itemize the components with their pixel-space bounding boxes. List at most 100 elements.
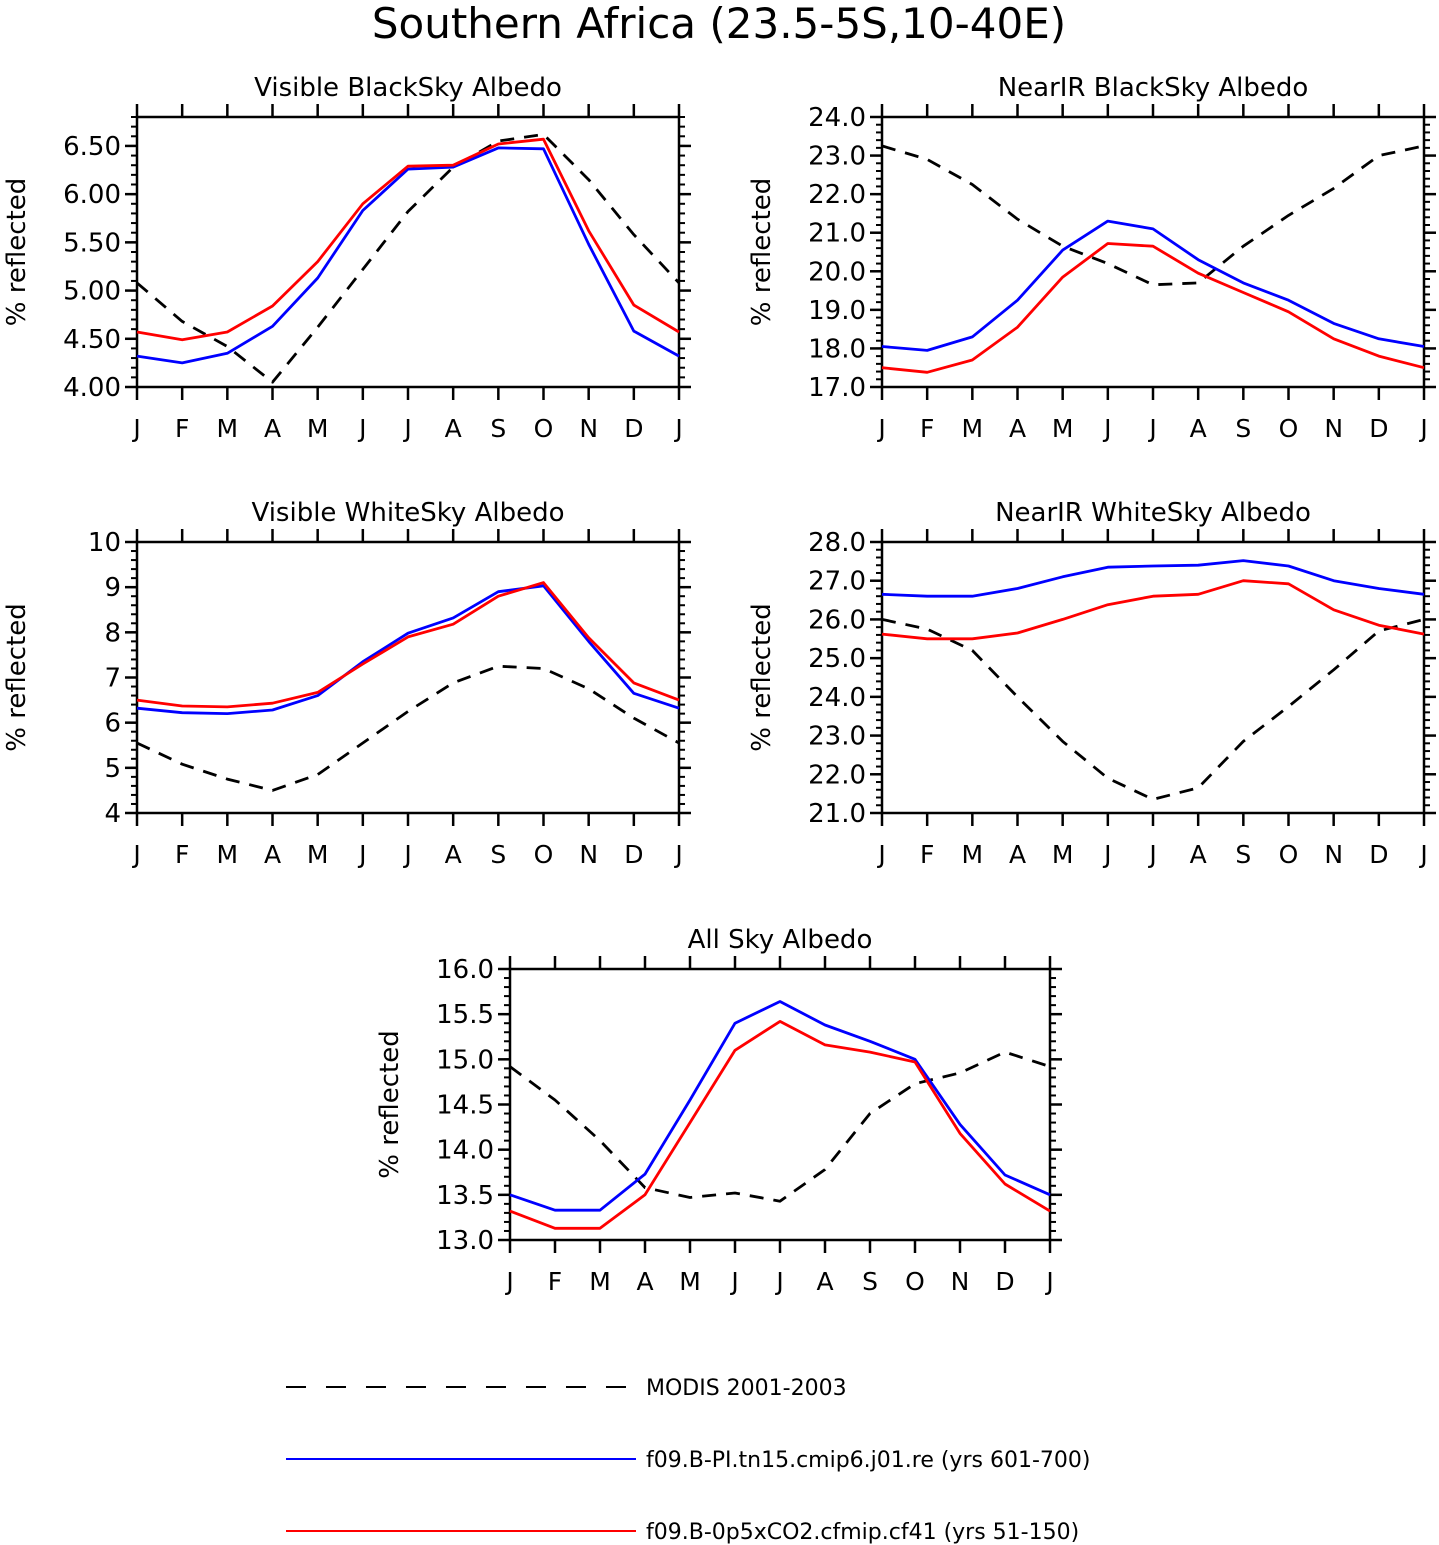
series-line-2 (136, 584, 680, 715)
chart-title: Visible BlackSky Albedo (254, 73, 562, 103)
y-tick-label: 5 (104, 754, 121, 784)
y-tick-label: 21.0 (808, 799, 866, 829)
y-tick-label: 10 (88, 528, 121, 558)
x-tick-label: A (1190, 414, 1207, 443)
y-axis-label: % reflected (747, 178, 777, 326)
x-tick-label: M (1052, 414, 1074, 443)
y-tick-label: 25.0 (808, 644, 866, 674)
y-tick-label: 4.50 (63, 325, 121, 355)
x-tick-label: J (673, 840, 682, 869)
x-tick-label: N (1324, 414, 1343, 443)
x-tick-label: D (624, 414, 643, 443)
x-tick-label: A (445, 840, 462, 869)
y-axis-label: % reflected (2, 603, 32, 751)
y-tick-label: 22.0 (808, 180, 866, 210)
plot-frame (135, 540, 681, 815)
x-tick-label: J (357, 414, 366, 443)
x-tick-label: J (1044, 1267, 1053, 1296)
x-tick-label: S (862, 1267, 878, 1296)
x-tick-label: O (1279, 414, 1299, 443)
x-tick-label: J (402, 840, 411, 869)
x-tick-label: J (131, 840, 140, 869)
legend-label-2: f09.B-PI.tn15.cmip6.j01.re (yrs 601-700) (646, 1448, 1090, 1473)
y-axis-label: % reflected (375, 1030, 405, 1178)
y-tick-label: 18.0 (808, 334, 866, 364)
series-line-2 (136, 146, 680, 365)
chart-title: NearIR WhiteSky Albedo (995, 498, 1311, 528)
x-tick-label: N (1324, 840, 1343, 869)
y-tick-label: 19.0 (808, 296, 866, 326)
plot-frame (135, 115, 681, 389)
series-line-1 (881, 618, 1425, 801)
y-tick-label: 6 (104, 709, 121, 739)
x-tick-label: J (1147, 840, 1156, 869)
series-line-3 (136, 137, 680, 342)
x-tick-label: F (920, 840, 934, 869)
x-tick-label: J (1102, 840, 1111, 869)
plot-frame (880, 115, 1426, 389)
series-line-1 (881, 144, 1425, 287)
x-tick-label: J (774, 1267, 783, 1296)
series-line-2 (509, 1000, 1051, 1212)
y-tick-label: 8 (104, 618, 121, 648)
series-line-3 (881, 579, 1425, 641)
x-tick-label: S (490, 414, 506, 443)
y-tick-label: 15.0 (436, 1045, 494, 1075)
x-tick-label: S (490, 840, 506, 869)
y-tick-label: 21.0 (808, 219, 866, 249)
x-tick-label: A (1009, 414, 1026, 443)
y-tick-label: 22.0 (808, 760, 866, 790)
x-tick-label: D (624, 840, 643, 869)
x-tick-label: J (1147, 414, 1156, 443)
y-tick-label: 5.00 (63, 277, 121, 307)
x-tick-label: A (264, 840, 281, 869)
y-tick-label: 27.0 (808, 567, 866, 597)
legend-label-1: MODIS 2001-2003 (646, 1376, 847, 1401)
x-tick-label: A (1190, 840, 1207, 869)
y-tick-label: 15.5 (436, 1000, 494, 1030)
x-tick-label: M (589, 1267, 611, 1296)
x-tick-label: J (673, 414, 682, 443)
x-tick-label: N (951, 1267, 970, 1296)
y-tick-label: 6.50 (63, 132, 121, 162)
chart-title: NearIR BlackSky Albedo (998, 73, 1309, 103)
x-tick-label: M (962, 840, 984, 869)
x-tick-label: J (1102, 414, 1111, 443)
chart-title: All Sky Albedo (688, 925, 873, 955)
x-tick-label: O (534, 414, 554, 443)
y-tick-label: 24.0 (808, 103, 866, 133)
x-tick-label: F (920, 414, 934, 443)
x-tick-label: F (175, 840, 189, 869)
y-axis-label: % reflected (2, 178, 32, 326)
y-tick-label: 28.0 (808, 528, 866, 558)
y-tick-label: 7 (104, 664, 121, 694)
x-tick-label: N (579, 840, 598, 869)
x-tick-label: J (876, 414, 885, 443)
y-tick-label: 14.0 (436, 1136, 494, 1166)
x-tick-label: M (962, 414, 984, 443)
legend: MODIS 2001-2003 f09.B-PI.tn15.cmip6.j01.r… (286, 1376, 1090, 1545)
figure-title: Southern Africa (23.5-5S,10-40E) (372, 0, 1066, 48)
y-axis-label: % reflected (747, 603, 777, 751)
y-tick-label: 13.0 (436, 1226, 494, 1256)
y-tick-label: 13.5 (436, 1181, 494, 1211)
plot-frame (508, 967, 1052, 1242)
series-line-3 (509, 1020, 1051, 1230)
x-tick-label: F (548, 1267, 562, 1296)
y-tick-label: 24.0 (808, 683, 866, 713)
x-tick-label: M (307, 840, 329, 869)
x-tick-label: O (534, 840, 554, 869)
x-tick-label: M (679, 1267, 701, 1296)
y-tick-label: 23.0 (808, 722, 866, 752)
x-tick-label: J (1418, 414, 1427, 443)
series-line-2 (881, 219, 1425, 352)
x-tick-label: O (905, 1267, 925, 1296)
x-tick-label: M (217, 840, 239, 869)
